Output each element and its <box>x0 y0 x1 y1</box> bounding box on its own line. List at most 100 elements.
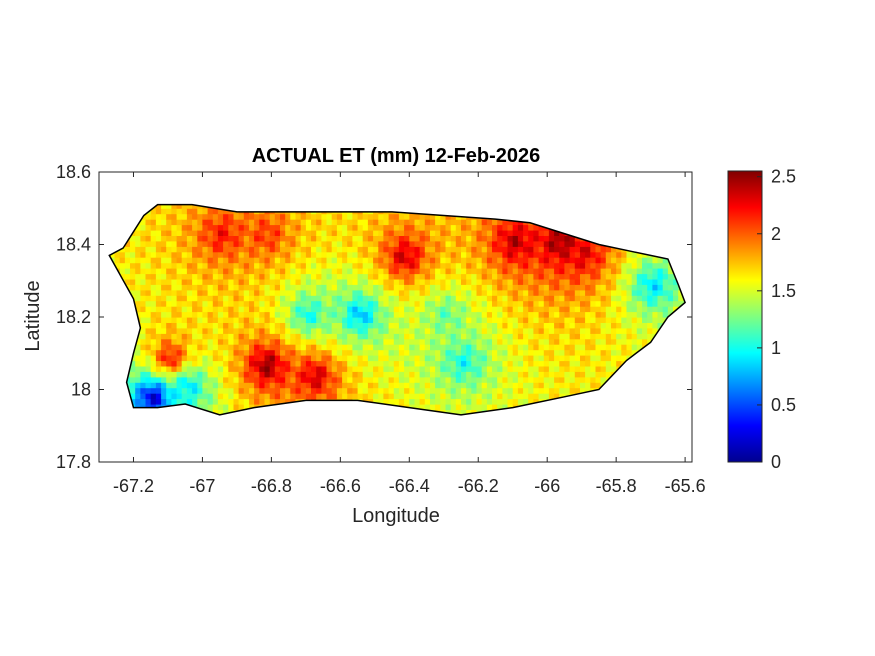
heatmap-cell <box>523 273 529 280</box>
heatmap-cell <box>171 338 178 345</box>
heatmap-cell <box>440 273 447 280</box>
heatmap-cell <box>383 251 390 258</box>
heatmap-cell <box>636 289 643 296</box>
heatmap-cell <box>228 246 235 253</box>
heatmap-cell <box>269 344 276 351</box>
heatmap-cell <box>398 284 405 291</box>
heatmap-cell <box>316 387 322 394</box>
heatmap-cell <box>569 278 576 285</box>
heatmap-cell <box>481 257 488 264</box>
heatmap-cell <box>186 268 193 275</box>
heatmap-cell <box>450 317 457 323</box>
heatmap-cell <box>424 284 431 291</box>
heatmap-cell <box>254 365 260 372</box>
heatmap-cell <box>647 311 653 318</box>
heatmap-cell <box>155 398 162 405</box>
heatmap-cell <box>254 230 260 236</box>
heatmap-cell <box>378 289 385 296</box>
heatmap-cell <box>538 289 545 296</box>
heatmap-cell <box>538 268 545 275</box>
heatmap-cell <box>212 224 219 231</box>
heatmap-cell <box>502 393 509 400</box>
heatmap-cell <box>378 360 385 367</box>
heatmap-cell <box>373 273 379 280</box>
heatmap-cell <box>409 262 416 269</box>
heatmap-cell <box>171 327 178 334</box>
heatmap-cell <box>155 371 162 378</box>
heatmap-cell <box>197 327 204 334</box>
heatmap-cell <box>362 355 369 362</box>
heatmap-cell <box>217 349 224 356</box>
heatmap-cell <box>523 284 529 291</box>
heatmap-cell <box>249 257 255 264</box>
heatmap-cell <box>461 278 467 285</box>
heatmap-cell <box>409 219 416 226</box>
heatmap-cell <box>367 344 374 351</box>
heatmap-cell <box>176 349 183 356</box>
heatmap-cell <box>373 344 379 351</box>
heatmap-cell <box>445 284 452 291</box>
heatmap-cell <box>171 360 178 367</box>
heatmap-cell <box>590 371 597 378</box>
heatmap-cell <box>331 284 338 291</box>
heatmap-cell <box>274 306 281 313</box>
heatmap-cell <box>373 240 379 247</box>
heatmap-cell <box>274 251 281 258</box>
heatmap-cell <box>145 322 152 329</box>
heatmap-cell <box>243 273 250 280</box>
heatmap-cell <box>217 224 224 231</box>
heatmap-cell <box>243 333 250 340</box>
heatmap-cell <box>393 246 400 253</box>
heatmap-cell <box>259 365 266 372</box>
heatmap-cell <box>492 284 498 291</box>
heatmap-cell <box>517 398 524 405</box>
heatmap-cell <box>347 219 353 226</box>
heatmap-cell <box>150 284 157 291</box>
heatmap-cell <box>249 306 255 313</box>
heatmap-cell <box>378 224 385 231</box>
heatmap-cell <box>305 251 312 258</box>
heatmap-cell <box>305 376 312 383</box>
heatmap-cell <box>424 322 431 329</box>
heatmap-cell <box>378 257 385 264</box>
heatmap-cell <box>285 398 291 405</box>
heatmap-cell <box>481 317 488 323</box>
heatmap-cell <box>217 365 224 372</box>
heatmap-cell <box>512 230 519 236</box>
heatmap-cell <box>486 338 493 345</box>
heatmap-cell <box>321 387 328 394</box>
heatmap-cell <box>554 273 560 280</box>
heatmap-cell <box>435 333 441 340</box>
heatmap-cell <box>424 317 431 323</box>
heatmap-cell <box>259 219 266 226</box>
heatmap-cell <box>486 360 493 367</box>
heatmap-cell <box>662 311 669 318</box>
heatmap-cell <box>414 355 421 362</box>
heatmap-cell <box>642 322 648 329</box>
heatmap-cell <box>652 317 659 323</box>
heatmap-cell <box>440 398 447 405</box>
heatmap-cell <box>523 365 529 372</box>
heatmap-cell <box>155 246 162 253</box>
heatmap-cell <box>316 273 322 280</box>
heatmap-cell <box>435 278 441 285</box>
heatmap-cell <box>393 278 400 285</box>
heatmap-cell <box>264 262 271 269</box>
heatmap-cell <box>161 230 167 236</box>
heatmap-cell <box>367 300 374 307</box>
heatmap-cell <box>569 251 576 258</box>
heatmap-cell <box>445 317 452 323</box>
heatmap-cell <box>119 262 126 269</box>
heatmap-cell <box>311 393 317 400</box>
heatmap-cell <box>590 338 597 345</box>
heatmap-cell <box>471 289 478 296</box>
heatmap-cell <box>517 317 524 323</box>
heatmap-cell <box>352 246 359 253</box>
heatmap-cell <box>362 333 369 340</box>
heatmap-cell <box>326 349 333 356</box>
heatmap-cell <box>414 349 421 356</box>
heatmap-cell <box>357 262 364 269</box>
heatmap-cell <box>533 355 540 362</box>
heatmap-cell <box>223 404 229 410</box>
heatmap-cell <box>305 322 312 329</box>
